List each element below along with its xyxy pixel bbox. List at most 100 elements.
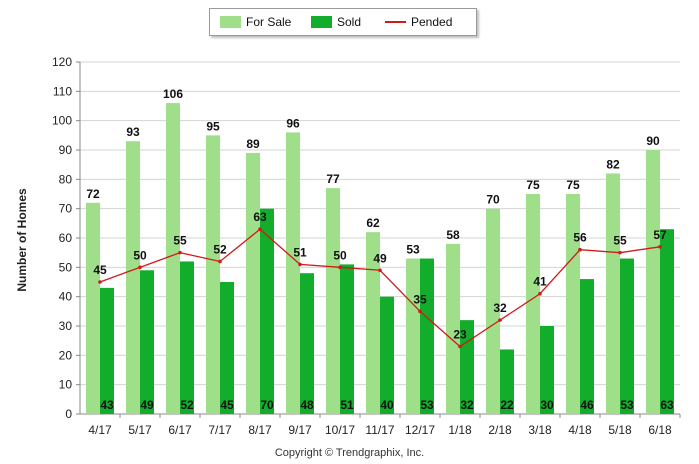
data-label-for-sale: 75: [566, 178, 580, 192]
data-label-for-sale: 62: [366, 216, 380, 230]
bar-sold: [660, 229, 674, 414]
pended-point: [178, 250, 182, 255]
data-label-for-sale: 89: [246, 137, 260, 151]
bar-for-sale: [486, 208, 500, 414]
x-tick-label: 6/18: [648, 423, 672, 437]
bar-for-sale: [326, 188, 340, 414]
data-label-pended: 52: [213, 242, 227, 256]
bar-sold: [580, 279, 594, 414]
bar-for-sale: [86, 202, 100, 414]
x-tick-label: 4/18: [568, 423, 592, 437]
bar-for-sale: [366, 232, 380, 414]
pended-point: [218, 259, 222, 264]
x-tick-label: 9/17: [288, 423, 312, 437]
data-label-sold: 46: [580, 398, 594, 412]
data-label-for-sale: 70: [486, 193, 500, 207]
legend-swatch-sold: [311, 16, 332, 28]
pended-point: [658, 245, 662, 249]
y-tick-label: 0: [65, 407, 72, 421]
data-label-sold: 51: [340, 398, 354, 412]
x-tick-label: 12/17: [405, 423, 435, 437]
legend-item-for-sale: For Sale: [220, 15, 291, 29]
bar-sold: [180, 261, 194, 414]
legend-label-for-sale: For Sale: [246, 15, 292, 29]
data-label-for-sale: 96: [286, 116, 300, 130]
y-tick-label: 80: [59, 172, 73, 186]
data-label-sold: 40: [380, 398, 394, 412]
legend-item-pended: Pended: [385, 15, 452, 29]
bar-sold: [140, 270, 154, 414]
data-label-sold: 63: [660, 398, 674, 412]
data-label-for-sale: 106: [163, 87, 183, 101]
bar-sold: [340, 264, 354, 414]
data-label-sold: 22: [500, 398, 514, 412]
legend-line-pended: [385, 21, 406, 23]
legend-label-pended: Pended: [411, 15, 453, 29]
y-tick-label: 110: [53, 84, 72, 98]
bar-for-sale: [446, 243, 460, 414]
bar-for-sale: [126, 141, 140, 414]
pended-point: [618, 250, 622, 255]
x-tick-label: 4/17: [88, 423, 112, 437]
y-tick-label: 120: [52, 55, 72, 69]
x-tick-label: 3/18: [528, 423, 552, 437]
x-tick-label: 10/17: [325, 423, 355, 437]
pended-point: [378, 268, 382, 273]
copyright-footer: Copyright © Trendgraphix, Inc.: [274, 447, 425, 459]
legend-swatch-for-sale: [220, 16, 241, 28]
bar-for-sale: [566, 194, 580, 414]
pended-point: [338, 265, 342, 270]
legend-item-sold: Sold: [311, 15, 361, 29]
data-label-for-sale: 58: [446, 228, 460, 242]
y-tick-label: 50: [59, 260, 73, 274]
pended-point: [258, 227, 262, 231]
x-tick-label: 8/17: [248, 423, 272, 437]
bar-sold: [620, 258, 634, 414]
y-tick-label: 70: [59, 202, 73, 216]
y-tick-label: 60: [59, 231, 73, 245]
data-label-pended: 63: [253, 210, 267, 224]
bar-for-sale: [206, 135, 220, 415]
bar-sold: [500, 349, 514, 414]
x-tick-label: 7/17: [208, 423, 232, 437]
data-label-sold: 48: [300, 398, 314, 412]
y-tick-label: 10: [59, 378, 73, 392]
legend: For Sale Sold Pended: [209, 8, 477, 36]
data-label-pended: 57: [653, 228, 667, 242]
data-label-for-sale: 75: [526, 178, 540, 192]
data-label-pended: 23: [453, 328, 467, 342]
y-tick-label: 30: [59, 319, 73, 333]
y-axis-title: Number of Homes: [15, 188, 29, 292]
bar-sold: [220, 282, 234, 414]
x-tick-label: 11/17: [365, 423, 394, 437]
bar-sold: [300, 273, 314, 414]
data-label-sold: 53: [420, 398, 434, 412]
data-label-pended: 41: [533, 275, 547, 289]
x-tick-label: 6/17: [168, 423, 192, 437]
bar-for-sale: [406, 258, 420, 414]
data-label-pended: 56: [573, 231, 587, 245]
bar-sold: [380, 296, 394, 414]
x-tick-label: 2/18: [488, 423, 512, 437]
x-tick-label: 5/18: [608, 423, 632, 437]
y-tick-label: 90: [59, 143, 73, 157]
data-label-pended: 55: [613, 234, 627, 248]
bar-for-sale: [526, 194, 540, 414]
data-label-for-sale: 77: [326, 172, 340, 186]
bar-sold: [100, 287, 114, 414]
data-label-sold: 30: [540, 398, 554, 412]
bar-for-sale: [246, 152, 260, 414]
data-label-pended: 49: [373, 251, 387, 265]
data-label-sold: 32: [460, 398, 474, 412]
y-tick-label: 100: [52, 114, 72, 128]
legend-label-sold: Sold: [337, 15, 362, 29]
data-label-for-sale: 93: [126, 125, 140, 139]
pended-point: [458, 344, 462, 349]
data-label-pended: 45: [93, 263, 107, 277]
bar-sold: [540, 326, 554, 414]
data-label-sold: 53: [620, 398, 634, 412]
x-tick-label: 5/17: [128, 423, 152, 437]
bar-for-sale: [646, 150, 660, 414]
data-label-for-sale: 72: [86, 187, 100, 201]
y-tick-label: 40: [59, 290, 73, 304]
